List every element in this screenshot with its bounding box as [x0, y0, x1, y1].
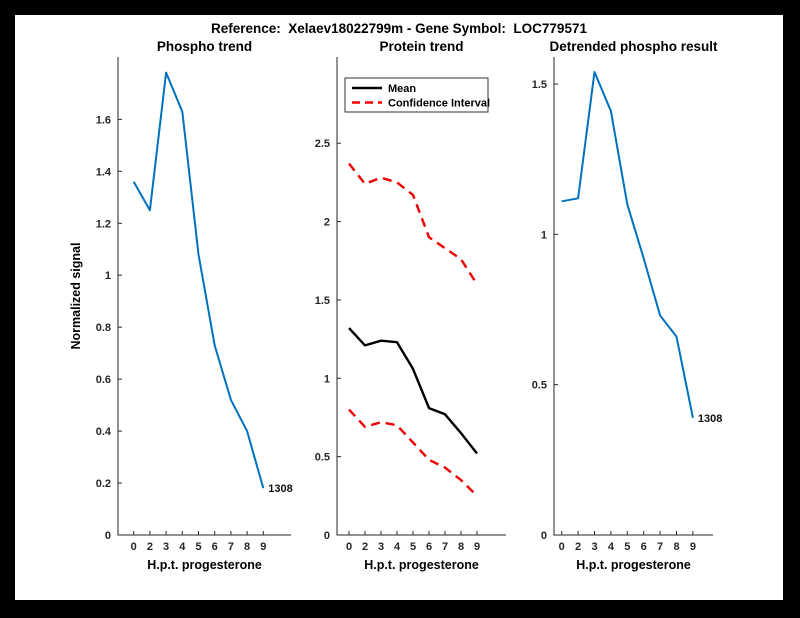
plot2-xtick-label: 0 — [346, 541, 352, 553]
plot2-xtick-label: 7 — [442, 541, 448, 553]
plot3-xtick-label: 0 — [559, 541, 565, 553]
legend-entry-label-1: Confidence Interval — [388, 98, 490, 110]
plot3-annotation: 1308 — [698, 413, 722, 425]
plot2-ytick-label: 1 — [324, 373, 330, 385]
plot2-ytick-label: 2 — [324, 217, 330, 229]
plot1-xtick-label: 6 — [212, 541, 218, 553]
plot1-ytick-label: 1.4 — [96, 166, 112, 178]
plot3-xtick-label: 2 — [575, 541, 581, 553]
plot2-title: Protein trend — [379, 39, 463, 54]
plot1-ytick-label: 1.2 — [96, 218, 111, 230]
plot2-xlabel: H.p.t. progesterone — [364, 558, 479, 572]
plot1-xlabel: H.p.t. progesterone — [147, 558, 262, 572]
plot1-ytick-label: 0 — [105, 530, 111, 542]
plot3-xtick-label: 9 — [690, 541, 696, 553]
plot2-xtick-label: 8 — [458, 541, 464, 553]
plot1-ytick-label: 1 — [105, 270, 111, 282]
plot1-xtick-label: 9 — [260, 541, 266, 553]
plot3-ytick-label: 1 — [541, 229, 547, 241]
plot3-ytick-label: 0 — [541, 530, 547, 542]
plot1-ytick-label: 0.6 — [96, 374, 111, 386]
plot1-title: Phospho trend — [157, 39, 252, 54]
plot1-annotation: 1308 — [268, 483, 292, 495]
plot2-xtick-label: 2 — [362, 541, 368, 553]
plot2-ytick-label: 2.5 — [315, 138, 330, 150]
plot1-xtick-label: 5 — [195, 541, 201, 553]
plot2-xtick-label: 5 — [410, 541, 416, 553]
plot1-ytick-label: 1.6 — [96, 114, 111, 126]
plot3-xtick-label: 5 — [624, 541, 630, 553]
plot1-xtick-label: 0 — [131, 541, 137, 553]
plot2-ytick-label: 0.5 — [315, 452, 330, 464]
plot1-xtick-label: 2 — [147, 541, 153, 553]
plot1-ytick-label: 0.8 — [96, 322, 111, 334]
plot1-ytick-label: 0.4 — [96, 426, 112, 438]
plot3-xtick-label: 8 — [673, 541, 679, 553]
plot2-series-1 — [348, 162, 479, 285]
plot1-ylabel: Normalized signal — [69, 243, 83, 350]
plot3-axes — [553, 57, 713, 536]
plot1-series-0 — [132, 71, 265, 489]
plot1-axes — [117, 57, 291, 536]
plot2-xtick-label: 3 — [378, 541, 384, 553]
plot3-ytick-label: 0.5 — [532, 380, 547, 392]
plot3-xtick-label: 4 — [608, 541, 615, 553]
plot2-series-2 — [348, 408, 478, 497]
plot3-ytick-label: 1.5 — [532, 79, 547, 91]
plot1-xtick-label: 4 — [179, 541, 186, 553]
plot3-series-0 — [561, 71, 694, 418]
plot2-axes — [336, 57, 506, 536]
plot1-xtick-label: 3 — [163, 541, 169, 553]
plot1-xtick-label: 7 — [228, 541, 234, 553]
plot3-xtick-label: 6 — [641, 541, 647, 553]
plot2-legend-box — [344, 77, 489, 113]
plot3-xlabel: H.p.t. progesterone — [576, 558, 691, 572]
legend-entry-label-0: Mean — [388, 83, 416, 95]
figure-title: Reference: Xelaev18022799m - Gene Symbol… — [211, 21, 587, 36]
plot2-ytick-label: 1.5 — [315, 295, 330, 307]
plot1-ytick-label: 0.2 — [96, 478, 111, 490]
plot1-xtick-label: 8 — [244, 541, 250, 553]
plot2-ytick-label: 0 — [324, 530, 330, 542]
plot2-xtick-label: 6 — [426, 541, 432, 553]
plot2-series-0 — [348, 327, 478, 455]
plot2-xtick-label: 4 — [394, 541, 401, 553]
plot3-xtick-label: 7 — [657, 541, 663, 553]
plot3-xtick-label: 3 — [591, 541, 597, 553]
plot2-xtick-label: 9 — [474, 541, 480, 553]
plot3-title: Detrended phospho result — [549, 39, 718, 54]
